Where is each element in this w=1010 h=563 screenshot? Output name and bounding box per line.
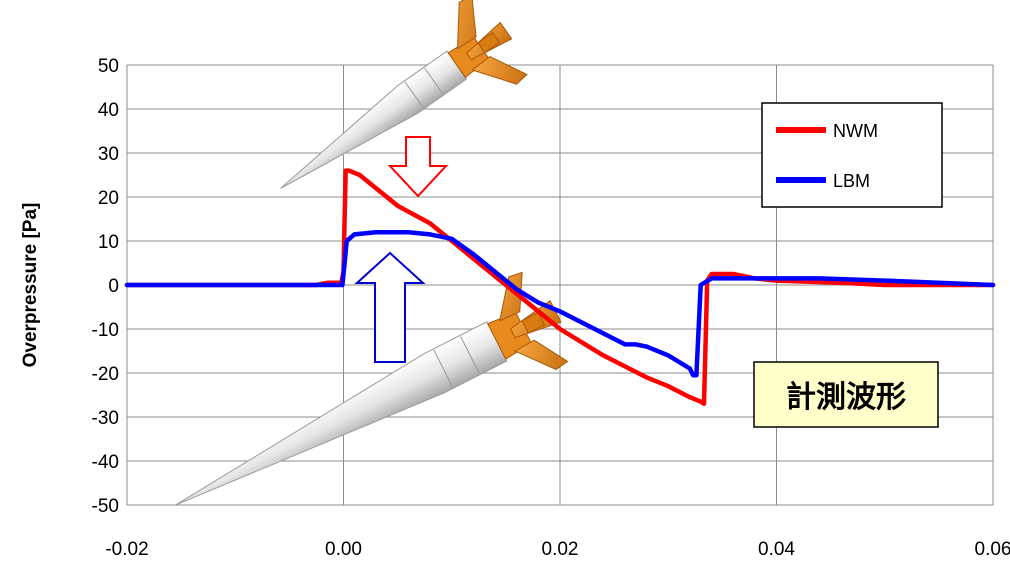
y-tick-label: -30: [92, 408, 119, 429]
waveform-annotation: 計測波形: [753, 361, 939, 428]
y-tick-label: -20: [92, 364, 119, 385]
y-tick-label: 40: [98, 100, 119, 121]
y-tick-label: -10: [92, 320, 119, 341]
y-tick-label: -50: [92, 496, 119, 517]
red-down-arrow-icon: [387, 136, 449, 198]
y-tick-label: 50: [98, 56, 119, 77]
x-tick-labels: -0.02 0.00 0.02 0.04 0.06: [105, 539, 1010, 560]
y-tick-label: 10: [98, 232, 119, 253]
legend-label-lbm: LBM: [833, 171, 870, 191]
y-tick-label: 20: [98, 188, 119, 209]
series-layer: [124, 168, 996, 407]
y-tick-label: 30: [98, 144, 119, 165]
x-tick-label: 0.06: [975, 539, 1010, 560]
y-axis-label: Overpressure [Pa]: [20, 203, 41, 368]
aircraft-top-illustration: [280, 0, 528, 189]
y-tick-labels: 50 40 30 20 10 0 -10 -20 -30 -40 -50: [92, 56, 119, 517]
x-tick-label: -0.02: [105, 539, 148, 560]
x-tick-label: 0.04: [758, 539, 795, 560]
y-tick-label: -40: [92, 452, 119, 473]
blue-up-arrow-icon: [354, 251, 426, 363]
x-tick-label: 0.02: [542, 539, 579, 560]
series-line-lbm: [124, 229, 996, 378]
x-tick-label: 0.00: [325, 539, 362, 560]
y-tick-label: 0: [108, 276, 119, 297]
legend-label-nwm: NWM: [833, 121, 878, 141]
aircraft-bottom-illustration: [175, 271, 569, 506]
annotation-text: 計測波形: [786, 380, 906, 415]
legend: NWM LBM: [761, 102, 943, 208]
